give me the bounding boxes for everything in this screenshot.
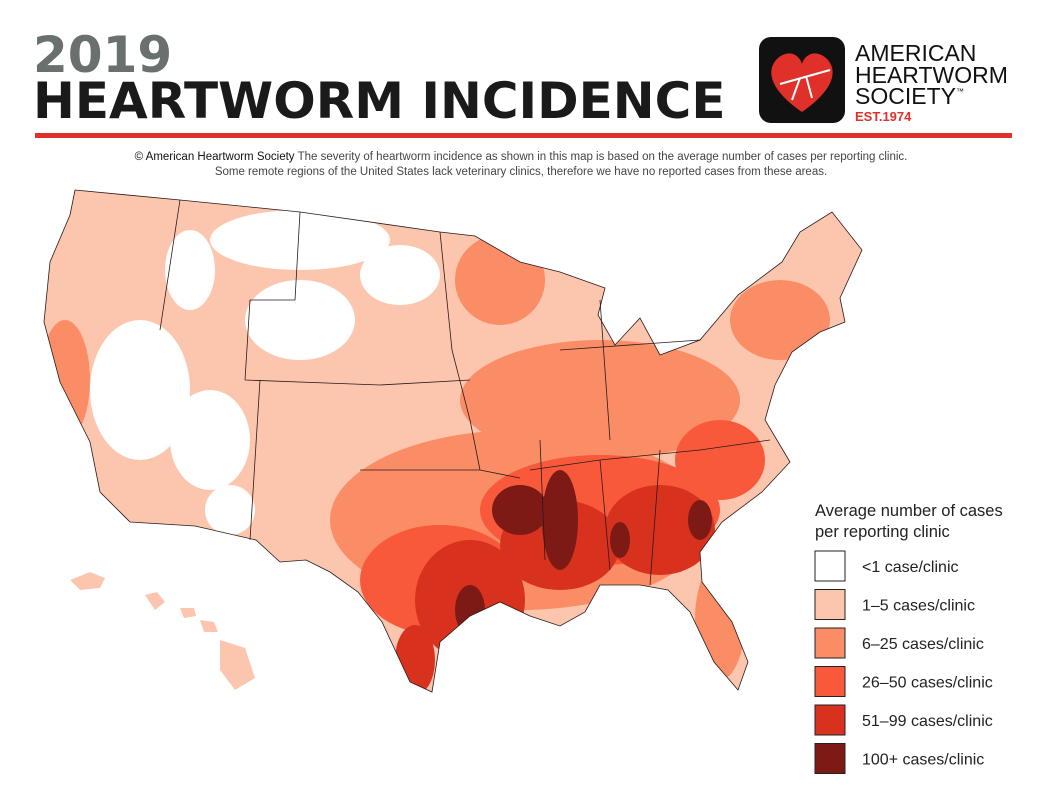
region	[460, 340, 740, 460]
region	[492, 485, 548, 535]
region	[605, 485, 715, 575]
legend-label: 1–5 cases/clinic	[862, 598, 975, 615]
region	[210, 210, 390, 270]
logo-mosquito	[779, 69, 831, 101]
legend-label: <1 case/clinic	[862, 559, 959, 576]
legend-swatch	[814, 704, 846, 736]
state-lines	[159, 199, 771, 586]
legend-items: <1 case/clinic 1–5 cases/clinic 6–25 cases…	[814, 550, 993, 774]
hawaii	[145, 592, 255, 690]
legend-swatch	[814, 743, 846, 774]
legend: Average number of cases per reporting cl…	[814, 502, 1003, 774]
region	[695, 560, 745, 680]
region	[730, 280, 830, 360]
caption: © American Heartworm Society The severit…	[135, 151, 908, 163]
region	[455, 235, 545, 325]
region	[170, 390, 250, 490]
legend-swatch	[814, 666, 846, 697]
region	[542, 470, 578, 570]
title-year: 2019	[33, 26, 172, 84]
title: HEARTWORM INCIDENCE	[33, 72, 725, 130]
caption-text: Some remote regions of the United States…	[215, 166, 827, 178]
region	[610, 522, 630, 558]
region	[205, 485, 255, 535]
region	[165, 230, 215, 310]
region	[455, 585, 485, 635]
legend-title: Average number of cases	[815, 502, 1003, 520]
legend-title: per reporting clinic	[815, 523, 950, 541]
logo-line: SOCIETY™	[855, 83, 964, 109]
trademark: ™	[956, 87, 964, 96]
caption-text: The severity of heartworm incidence as s…	[298, 151, 908, 163]
alaska	[70, 572, 105, 590]
logo-heart	[771, 53, 833, 112]
logo-line: HEARTWORM	[855, 62, 1008, 88]
region	[44, 320, 90, 440]
legend-label: 6–25 cases/clinic	[862, 636, 984, 653]
logo-line: AMERICAN	[855, 40, 976, 66]
caption-source: © American Heartworm Society	[135, 151, 295, 163]
logo-line: SOCIETY	[855, 83, 956, 109]
region	[245, 280, 355, 360]
legend-label: 26–50 cases/clinic	[862, 675, 993, 692]
logo-established: EST.1974	[855, 109, 912, 124]
map	[43, 189, 863, 693]
legend-label: 51–99 cases/clinic	[862, 713, 993, 730]
legend-swatch	[814, 589, 846, 620]
legend-swatch	[814, 627, 846, 659]
map-fill	[44, 190, 862, 692]
region	[688, 500, 712, 540]
region	[90, 320, 190, 460]
region	[360, 245, 440, 305]
legend-label: 100+ cases/clinic	[862, 752, 984, 769]
legend-swatch	[814, 550, 846, 582]
region	[675, 420, 765, 500]
divider	[35, 133, 1012, 138]
logo: AMERICAN HEARTWORM SOCIETY™ EST.1974	[759, 37, 1008, 124]
